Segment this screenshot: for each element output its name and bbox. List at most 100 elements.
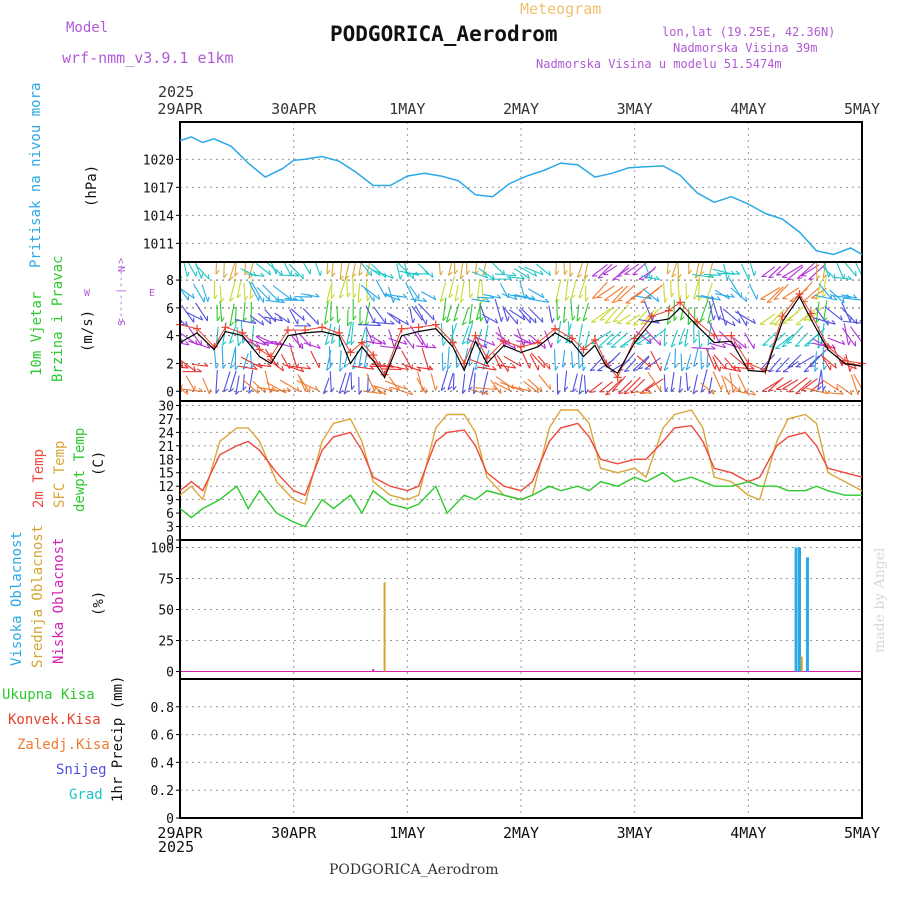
wind-barb [519, 280, 526, 300]
wind-barb-head [412, 273, 415, 280]
wind-barb [363, 287, 375, 302]
wind-barb-head [544, 298, 550, 303]
date-label-bottom: 4MAY [730, 824, 766, 842]
wind-barb [564, 278, 569, 301]
wind-barb-head [216, 339, 221, 344]
wind-barb [255, 262, 271, 276]
wind-barb-head [782, 344, 788, 348]
wind-barb [678, 328, 686, 345]
wind-barb [632, 262, 647, 275]
wind-barb-head [732, 387, 736, 393]
wind-barb-head [468, 386, 473, 391]
wind-barb-head [229, 276, 234, 281]
wind-gust-point [551, 324, 560, 333]
wind-barb-head [382, 339, 387, 345]
wind-barb [496, 364, 516, 369]
wind-barb-head [453, 317, 459, 322]
wind-barb [835, 276, 852, 280]
wind-barb [692, 374, 698, 395]
wind-barb [518, 309, 531, 324]
wind-barb-head [447, 364, 452, 370]
wind-barb-head [315, 293, 320, 298]
wind-barb-head [346, 340, 351, 346]
wind-barb [389, 313, 409, 326]
wind-barb [801, 264, 820, 277]
wind-barb [698, 330, 701, 348]
wind-barb [563, 370, 568, 391]
wind-barb [180, 299, 182, 301]
wind-gust-line [179, 293, 863, 379]
wind-barb [471, 298, 490, 303]
wind-title-2: Brzina i Pravac [50, 255, 66, 382]
wind-barb-head [612, 320, 619, 323]
wind-gust-point [590, 335, 599, 344]
year-label-bottom: 2025 [158, 838, 195, 856]
wind-barb [326, 262, 329, 275]
wind-gust-point [414, 323, 423, 332]
wind-barb-head [633, 369, 639, 371]
wind-barb-head [392, 297, 396, 304]
wind-barb-head [511, 364, 517, 369]
wind-barb [570, 351, 574, 369]
wind-barb-head [738, 344, 743, 349]
wind-barb [357, 283, 361, 303]
legend-convective: Konvek.Kisa [8, 712, 101, 728]
wind-barb-head [604, 321, 611, 324]
wind-barb-head [442, 316, 447, 321]
wind-barb-head [606, 343, 612, 345]
wind-barb-head [803, 370, 810, 373]
wind-barb-head [647, 294, 652, 300]
wind-barb [447, 262, 453, 276]
wind-barb [416, 345, 437, 349]
wind-barb [421, 347, 430, 371]
wind-barb-head [405, 320, 410, 326]
wind-barb-head [390, 273, 394, 279]
wind-barb [802, 286, 820, 303]
wind-barb-head [261, 320, 265, 326]
wind-barb-head [193, 366, 196, 372]
wind-barb [438, 262, 441, 276]
wind-barb-head [411, 364, 413, 370]
wind-barb-head [229, 322, 234, 327]
wind-barb-head [522, 315, 526, 321]
wind-barb [584, 330, 590, 348]
cloud-bar [797, 547, 801, 672]
date-label-top: 2MAY [503, 100, 539, 118]
wind-barb-head [431, 272, 434, 278]
wind-barb [597, 263, 613, 279]
wind-barb-head [655, 275, 660, 281]
wind-barb-head [728, 389, 731, 395]
date-label-bottom: 2MAY [503, 824, 539, 842]
wind-barb [370, 363, 394, 368]
wind-barb-head [237, 341, 242, 347]
wind-barb [722, 308, 741, 324]
wind-barb-head [667, 320, 672, 325]
wind-barb [513, 294, 536, 300]
legend-snow: Snijeg [56, 762, 107, 778]
wind-barb [264, 316, 283, 322]
wind-barb [618, 380, 633, 394]
wind-barb-head [712, 389, 715, 395]
wind-barb [787, 266, 804, 280]
wind-barb [300, 293, 320, 298]
wind-barb-head [347, 292, 351, 298]
wind-barb [388, 376, 400, 391]
wind-gust-point [710, 331, 719, 340]
wind-ytick-label: 8 [166, 274, 174, 289]
wind-barb [501, 293, 518, 301]
wind-barb [496, 337, 516, 350]
wind-gust-point [255, 345, 264, 354]
wind-barb [576, 304, 580, 322]
wind-barb [839, 361, 857, 370]
wind-barb [786, 325, 804, 344]
wind-barb [468, 347, 472, 367]
wind-barb-head [462, 321, 467, 326]
wind-barb-head [550, 342, 553, 348]
wind-barb-head [663, 367, 669, 371]
wind-barb [223, 371, 231, 393]
wind-barb [365, 262, 371, 277]
wind-barb [185, 375, 196, 391]
temperature-ytick-label: 9 [166, 494, 174, 509]
wind-barb-head [352, 315, 357, 321]
